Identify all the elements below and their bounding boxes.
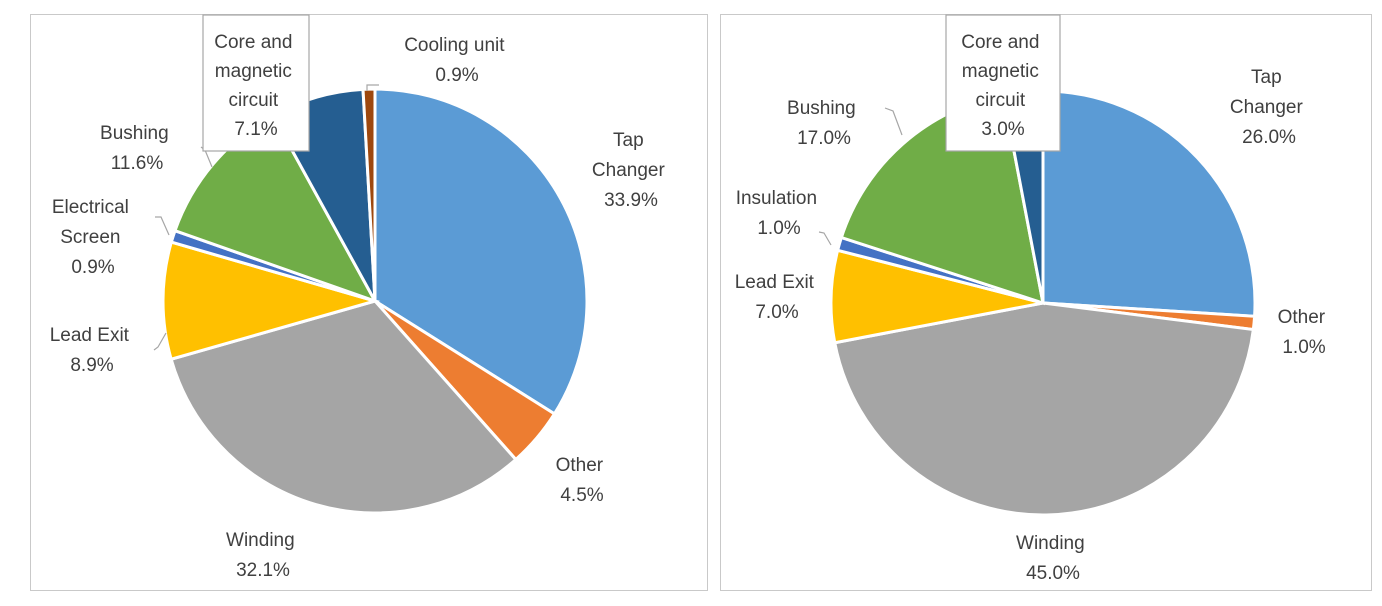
pie-slice-left-cooling-unit (361, 87, 377, 302)
label-left-other: Other 4.5% (556, 455, 609, 506)
label-left-lead-exit: Lead Exit 8.9% (50, 325, 135, 376)
leader-line-insulation (818, 231, 832, 246)
pie-slices-left (161, 87, 589, 515)
label-left-tap-changer: Tap Changer 33.9% (592, 130, 670, 211)
label-left-winding: Winding 32.1% (226, 530, 300, 581)
pie-chart-left: Tap Changer 33.9% Other 4.5% Winding 32.… (50, 14, 670, 581)
leader-line-electrical-screen (155, 216, 170, 236)
label-right-insulation: Insulation 1.0% (736, 188, 823, 239)
label-left-core: Core and magnetic circuit 7.1% (214, 32, 297, 140)
chart-panel-left: Tap Changer 33.9% Other 4.5% Winding 32.… (30, 14, 708, 591)
label-right-lead-exit: Lead Exit 7.0% (735, 272, 820, 323)
label-left-cooling-unit: Cooling unit 0.9% (404, 35, 510, 86)
callout-box-core (202, 14, 310, 152)
leader-line-bushing-right (884, 107, 903, 136)
pie-slice-right-winding (833, 301, 1256, 517)
label-left-bushing: Bushing 11.6% (100, 123, 174, 174)
label-left-electrical-screen: Electrical Screen 0.9% (52, 197, 134, 278)
callout-box-core-right (945, 14, 1061, 152)
chart-panel-right: Tap Changer 26.0% Other 1.0% Winding 45.… (720, 14, 1372, 591)
pie-chart-right: Tap Changer 26.0% Other 1.0% Winding 45.… (735, 14, 1331, 584)
pie-slice-left-winding (169, 299, 518, 515)
label-right-tap-changer: Tap Changer 26.0% (1230, 67, 1308, 148)
label-right-bushing: Bushing 17.0% (787, 98, 861, 149)
label-right-other: Other 1.0% (1278, 307, 1331, 358)
leader-line-lead-exit (153, 332, 167, 351)
pie-slices-right (829, 89, 1257, 517)
label-right-winding: Winding 45.0% (1016, 533, 1090, 584)
leader-line-cooling-unit (366, 84, 379, 91)
pie-slice-right-tap-changer (1041, 89, 1257, 318)
label-right-core: Core and magnetic circuit 3.0% (961, 32, 1044, 140)
pie-slice-left-lead-exit (161, 240, 381, 362)
